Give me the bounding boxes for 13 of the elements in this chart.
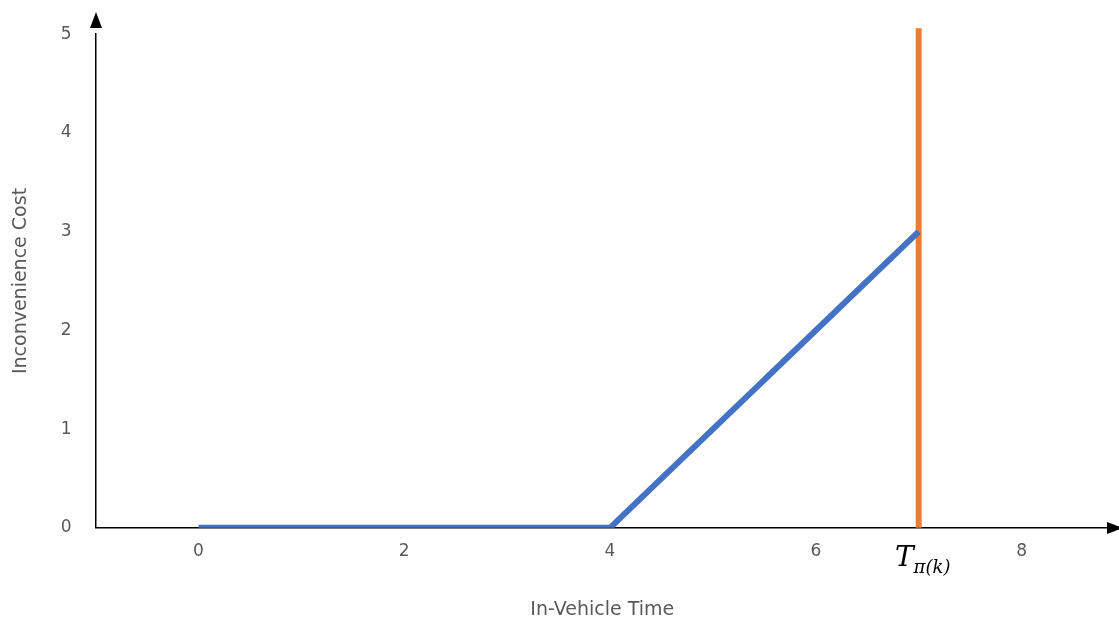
y-tick-label: 0 bbox=[60, 516, 72, 537]
y-tick-label: 4 bbox=[60, 121, 72, 142]
y-axis-title: Inconvenience Cost bbox=[8, 187, 31, 375]
x-tick-label: 4 bbox=[604, 540, 616, 561]
x-axis-title: In-Vehicle Time bbox=[530, 596, 675, 619]
x-tick-label: 6 bbox=[810, 540, 822, 561]
y-tick-label: 3 bbox=[60, 220, 72, 241]
x-tick-label: 8 bbox=[1016, 540, 1027, 561]
y-tick-label: 5 bbox=[60, 22, 72, 43]
x-tick-label: 0 bbox=[193, 540, 204, 561]
y-tick-label: 2 bbox=[60, 318, 72, 339]
y-tick-label: 1 bbox=[60, 417, 72, 438]
x-tick-label: 2 bbox=[398, 540, 410, 561]
